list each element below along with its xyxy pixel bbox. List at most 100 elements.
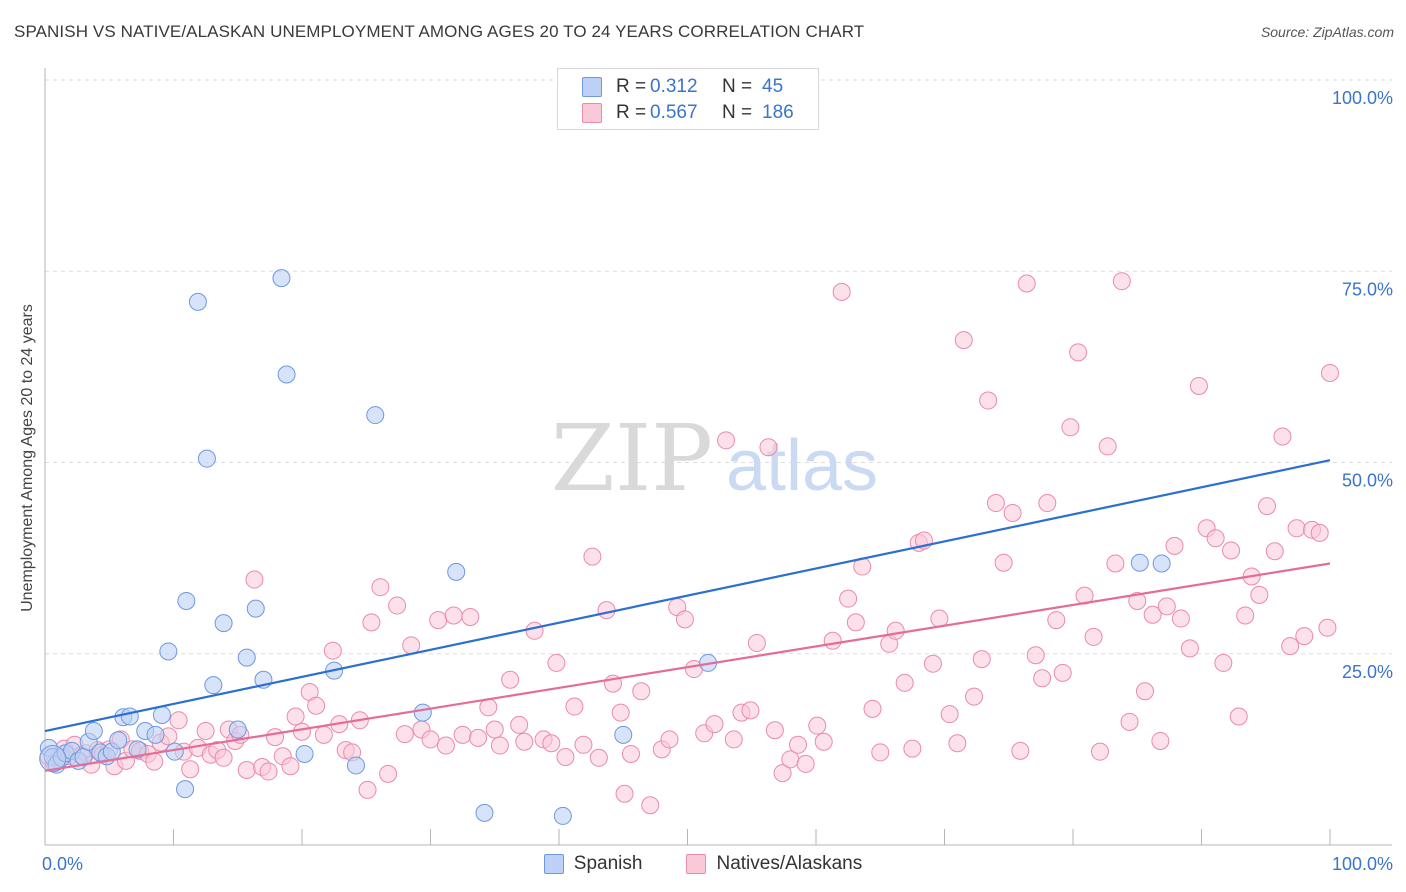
natives-point — [1180, 639, 1199, 658]
natives-point — [1106, 554, 1125, 573]
natives-point — [525, 621, 544, 640]
natives-point — [1026, 646, 1045, 665]
natives-point — [402, 636, 421, 655]
natives-point — [429, 611, 448, 630]
natives-point — [323, 641, 342, 660]
natives-point — [675, 610, 694, 629]
natives-point — [307, 696, 326, 715]
y-tick-label: 100.0% — [1332, 88, 1393, 108]
natives-point — [1151, 731, 1170, 750]
spanish-point — [204, 676, 223, 695]
natives-swatch — [582, 103, 602, 123]
watermark-zip: ZIP — [551, 405, 713, 512]
natives-point — [895, 673, 914, 692]
natives-point — [1250, 585, 1269, 604]
spanish-point — [295, 744, 314, 763]
spanish-r-label: R = — [616, 76, 647, 97]
legend-swatch-spanish — [543, 854, 564, 874]
natives-point — [245, 570, 264, 589]
stats-row-spanish: R = 0.312 N = 45 — [558, 74, 783, 100]
natives-point — [453, 725, 472, 744]
natives-r-label: R = — [616, 102, 647, 123]
legend-item-spanish[interactable]: Spanish — [543, 853, 643, 875]
spanish-n-label: N = — [722, 76, 753, 97]
natives-point — [1236, 606, 1255, 625]
natives-point — [814, 732, 833, 751]
spanish-point — [197, 449, 216, 468]
watermark: ZIP atlas — [551, 405, 878, 512]
natives-point — [362, 613, 381, 632]
gridlines — [45, 79, 1392, 655]
chart-title: SPANISH VS NATIVE/ALASKAN UNEMPLOYMENT A… — [14, 22, 865, 41]
natives-point — [863, 699, 882, 718]
spanish-trend-line — [44, 459, 1331, 733]
natives-point — [1206, 529, 1225, 548]
natives-point — [395, 725, 414, 744]
natives-point — [1265, 542, 1284, 561]
natives-point — [823, 631, 842, 650]
natives-point — [1011, 741, 1030, 760]
natives-point — [515, 732, 534, 751]
natives-point — [1047, 611, 1066, 630]
watermark-atlas: atlas — [726, 426, 878, 506]
natives-point — [1229, 707, 1248, 726]
natives-point — [717, 431, 736, 450]
axes — [44, 68, 1392, 846]
spanish-point — [346, 756, 365, 775]
legend: Spanish Natives/Alaskans — [0, 851, 1406, 877]
natives-n-label: N = — [722, 102, 753, 123]
natives-point — [358, 780, 377, 799]
natives-point — [214, 748, 233, 767]
natives-point — [169, 711, 188, 730]
natives-point — [940, 705, 959, 724]
natives-point — [1003, 503, 1022, 522]
natives-point — [923, 654, 942, 673]
spanish-point — [84, 722, 103, 741]
natives-point — [597, 601, 616, 620]
natives-point — [1189, 377, 1208, 395]
natives-point — [994, 553, 1013, 572]
spanish-point — [228, 720, 247, 739]
spanish-point — [176, 780, 195, 799]
natives-point — [641, 796, 660, 815]
natives-point — [1222, 541, 1241, 560]
natives-point — [724, 730, 743, 749]
spanish-point — [553, 806, 572, 825]
natives-point — [574, 735, 593, 754]
legend-label-spanish: Spanish — [573, 853, 643, 874]
natives-point — [1084, 627, 1103, 646]
natives-point — [621, 744, 640, 763]
spanish-point — [128, 740, 147, 759]
natives-point — [705, 715, 724, 734]
natives-point — [765, 721, 784, 740]
natives-point — [436, 736, 455, 755]
natives-point — [266, 728, 285, 747]
spanish-point — [475, 803, 494, 822]
legend-item-natives[interactable]: Natives/Alaskans — [686, 853, 862, 875]
natives-point — [1310, 523, 1329, 542]
natives-point — [490, 736, 509, 755]
spanish-point — [246, 599, 265, 618]
natives-point — [1171, 609, 1190, 628]
trend-lines — [44, 459, 1331, 772]
spanish-r-value: 0.312 — [650, 76, 698, 97]
natives-point — [660, 730, 679, 749]
natives-point — [1090, 742, 1109, 761]
natives-point — [846, 613, 865, 632]
natives-point — [510, 715, 529, 734]
natives-trend-line — [44, 562, 1331, 772]
x-tick-label: 0.0% — [42, 854, 83, 874]
natives-point — [421, 730, 440, 749]
natives-point — [832, 282, 851, 301]
natives-point — [542, 734, 561, 753]
natives-r-value: 0.567 — [650, 102, 698, 123]
source-credit: Source: ZipAtlas.com — [1260, 24, 1394, 40]
legend-label-natives: Natives/Alaskans — [716, 853, 863, 874]
natives-point — [1033, 669, 1052, 688]
natives-point — [808, 716, 827, 735]
natives-point — [773, 764, 792, 783]
natives-point — [485, 720, 504, 739]
spanish-point — [152, 705, 171, 724]
spanish-swatch — [582, 77, 602, 97]
